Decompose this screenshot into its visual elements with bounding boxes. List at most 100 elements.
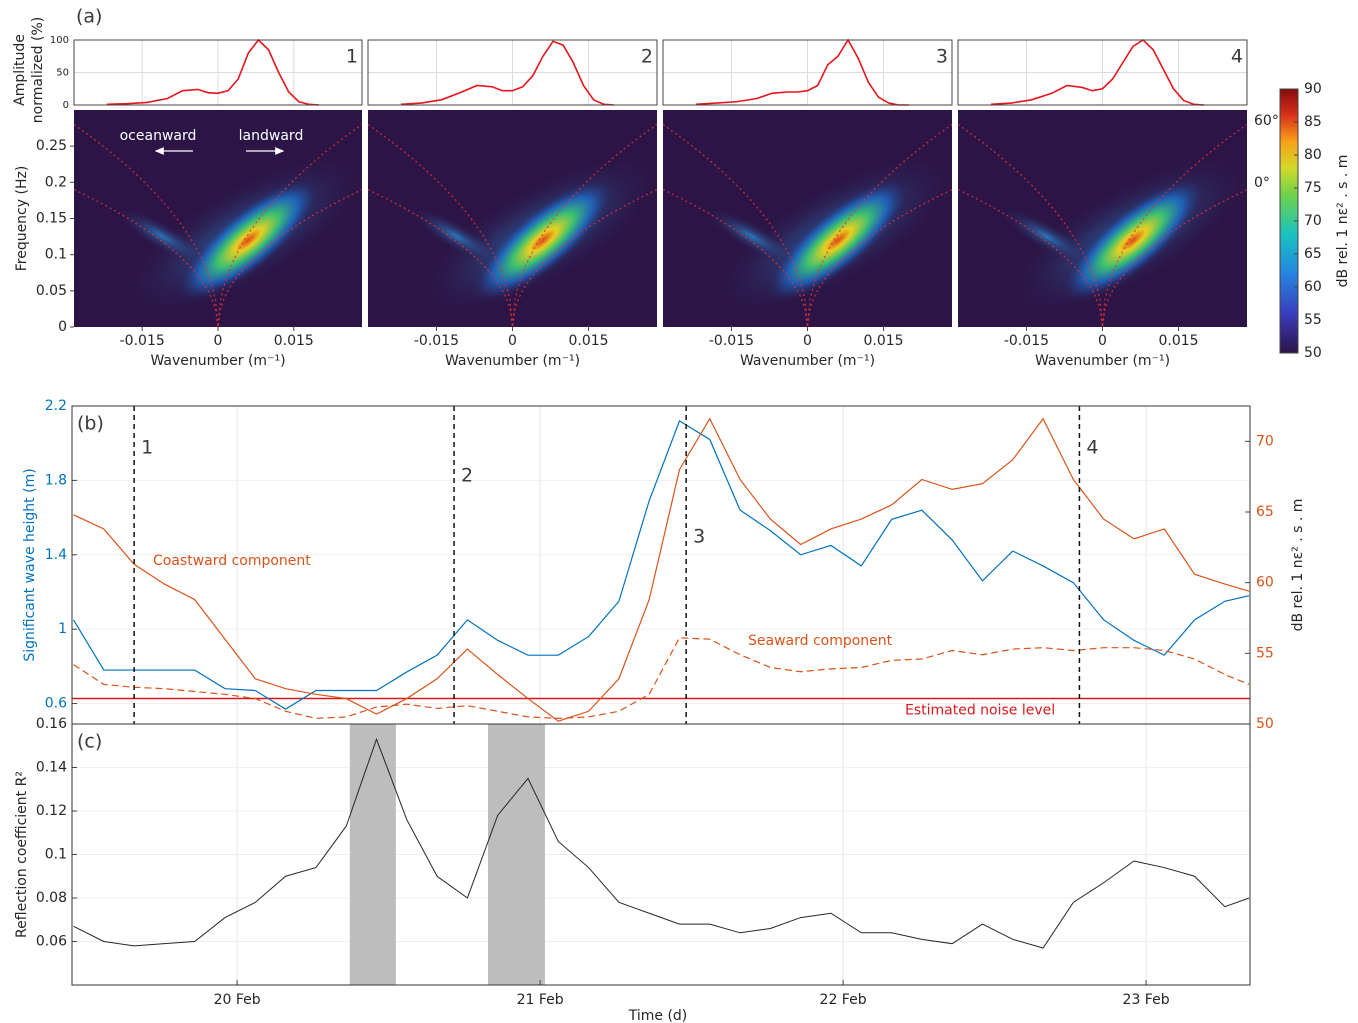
spectrogram-energy xyxy=(175,176,322,304)
panel-number: 3 xyxy=(936,46,948,68)
amplitude-line xyxy=(695,38,909,106)
colorbar-tick-label: 90 xyxy=(1304,81,1322,97)
spectrogram xyxy=(958,123,1247,327)
spectrogram-energy xyxy=(764,176,911,304)
dispersion-curve xyxy=(368,123,657,327)
amplitude-frame xyxy=(367,39,658,106)
y-tick-label: 0.12 xyxy=(36,803,67,819)
shaded-interval xyxy=(349,724,396,985)
y-tick-label: 0.1 xyxy=(45,247,67,263)
y-tick-label: 1.4 xyxy=(45,547,67,563)
amplitude-line xyxy=(400,40,614,106)
event-label: 4 xyxy=(1086,437,1098,459)
x-tick-label: 22 Feb xyxy=(820,992,867,1008)
series-label: Seaward component xyxy=(748,633,893,649)
annotation: oceanward xyxy=(120,128,197,144)
x-tick-label: 0.015 xyxy=(569,333,609,349)
amplitude-frame xyxy=(957,39,1248,106)
panel-label: (b) xyxy=(77,413,104,435)
y2-tick-label: 50 xyxy=(1256,716,1274,732)
y2-axis-label: dB rel. 1 nε² . s . m xyxy=(1290,499,1306,632)
axes-frame xyxy=(71,723,1251,986)
event-label: 2 xyxy=(461,465,473,487)
y-tick-label: 0.06 xyxy=(36,934,67,950)
colorbar-tick-label: 70 xyxy=(1304,213,1322,229)
y-axis-label: normalized (%) xyxy=(30,17,46,123)
x-tick-label: -0.015 xyxy=(120,333,165,349)
x-tick-label: 20 Feb xyxy=(214,992,261,1008)
y-tick-label: 1.8 xyxy=(45,472,67,488)
panel-number: 4 xyxy=(1231,46,1243,68)
y-axis-label: Reflection coefficient R² xyxy=(14,771,30,938)
panel-label: (a) xyxy=(76,6,102,28)
curve-label: 0° xyxy=(1254,175,1270,191)
colorbar-tick-label: 85 xyxy=(1304,114,1322,130)
series-line xyxy=(73,417,1250,722)
y-tick-label: 50 xyxy=(56,68,69,79)
spectrogram-halo xyxy=(408,206,505,267)
y-tick-label: 0.15 xyxy=(36,211,67,227)
series-line xyxy=(73,637,1250,719)
colorbar-tick-label: 80 xyxy=(1304,147,1322,163)
dispersion-curve xyxy=(74,123,362,327)
spectrogram-energy xyxy=(469,176,616,304)
y2-tick-label: 65 xyxy=(1256,504,1274,520)
y-axis-label: Frequency (Hz) xyxy=(14,166,30,272)
y-tick-label: 0.16 xyxy=(36,716,67,732)
panel-number: 1 xyxy=(346,46,358,68)
colorbar-tick-label: 75 xyxy=(1304,180,1322,196)
series-label: Coastward component xyxy=(153,553,311,569)
x-axis-label: Wavenumber (m⁻¹) xyxy=(740,353,875,369)
annotation: landward xyxy=(239,128,304,144)
colorbar-label: dB rel. 1 nε² . s . m xyxy=(1335,155,1351,288)
x-tick-label: 0 xyxy=(508,333,517,349)
x-tick-label: 0 xyxy=(214,333,223,349)
colorbar-tick-label: 55 xyxy=(1304,312,1322,328)
colorbar-tick-label: 65 xyxy=(1304,246,1322,262)
y-tick-label: 0.14 xyxy=(36,760,67,776)
shaded-interval xyxy=(487,724,545,985)
spectrogram-energy xyxy=(1059,176,1206,304)
series-line xyxy=(72,419,1250,710)
x-tick-label: 0 xyxy=(803,333,812,349)
dispersion-curve xyxy=(663,123,952,327)
x-tick-label: -0.015 xyxy=(414,333,459,349)
event-label: 3 xyxy=(693,526,705,548)
x-tick-label: 0 xyxy=(1098,333,1107,349)
amplitude-line xyxy=(106,38,320,106)
curve-label: 60° xyxy=(1254,113,1279,129)
spectrogram xyxy=(74,123,362,327)
y-tick-label: 2.2 xyxy=(45,398,67,414)
spectrogram-halo xyxy=(703,206,800,267)
event-label: 1 xyxy=(141,437,153,459)
y-tick-label: 0.6 xyxy=(45,696,67,712)
y-tick-label: 0.05 xyxy=(36,283,67,299)
x-tick-label: 0.015 xyxy=(1159,333,1199,349)
y-axis-label: Significant wave height (m) xyxy=(22,468,38,661)
amplitude-frame xyxy=(662,39,953,106)
x-tick-label: 0.015 xyxy=(864,333,904,349)
x-tick-label: -0.015 xyxy=(709,333,754,349)
x-axis-label: Wavenumber (m⁻¹) xyxy=(150,353,285,369)
y-tick-label: 100 xyxy=(50,35,69,46)
series-line xyxy=(73,737,1250,949)
x-axis-label: Wavenumber (m⁻¹) xyxy=(445,353,580,369)
y-tick-label: 0.1 xyxy=(45,847,67,863)
panel-label: (c) xyxy=(77,731,102,753)
amplitude-frame xyxy=(73,39,363,106)
x-axis-label: Time (d) xyxy=(628,1008,688,1023)
x-tick-label: 0.015 xyxy=(274,333,314,349)
y-tick-label: 1 xyxy=(58,621,67,637)
y-tick-label: 0 xyxy=(58,319,67,335)
spectrogram xyxy=(663,123,952,327)
y2-tick-label: 60 xyxy=(1256,575,1274,591)
y-axis-label: Amplitude xyxy=(12,34,28,106)
y-tick-label: 0.2 xyxy=(45,174,67,190)
y-tick-label: 0 xyxy=(63,100,69,111)
y-tick-label: 0.25 xyxy=(36,138,67,154)
panel-number: 2 xyxy=(641,46,653,68)
y-tick-label: 0.08 xyxy=(36,890,67,906)
annotation: Estimated noise level xyxy=(905,703,1055,719)
